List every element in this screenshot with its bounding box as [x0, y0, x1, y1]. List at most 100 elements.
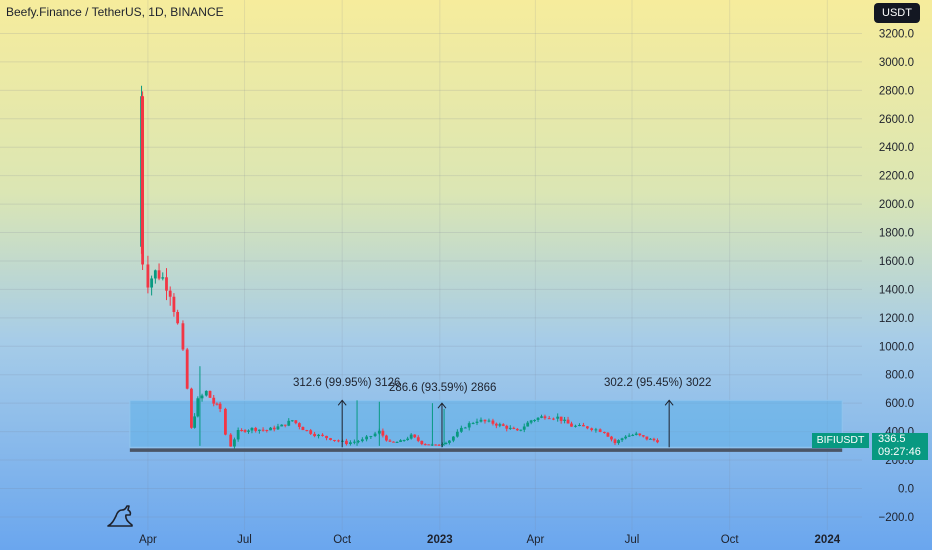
- candle-body: [224, 408, 227, 435]
- candle-body: [487, 420, 491, 422]
- x-tick-label: Jul: [237, 534, 252, 546]
- candle-body: [617, 440, 620, 444]
- candle-body: [498, 424, 502, 426]
- symbol-label: BIFIUSDT: [812, 433, 869, 448]
- candle-body: [265, 429, 269, 431]
- candle-body: [399, 440, 402, 442]
- candle-body: [392, 441, 395, 443]
- candle-body: [229, 434, 233, 447]
- candle-body: [349, 442, 352, 445]
- candle-body: [413, 434, 417, 438]
- candle-body: [313, 433, 316, 437]
- candle-body: [566, 419, 570, 424]
- measure-arrowhead: [664, 399, 674, 406]
- candle-body: [613, 439, 617, 444]
- candle-body: [337, 440, 340, 442]
- candle-body: [475, 421, 479, 424]
- candle-body: [471, 423, 475, 425]
- candle-body: [508, 427, 512, 429]
- candle-body: [150, 278, 154, 288]
- candle-body: [172, 296, 176, 312]
- candle-body: [594, 429, 598, 431]
- candle-body: [193, 416, 197, 428]
- candle-body: [552, 418, 555, 420]
- candle-body: [515, 428, 519, 431]
- candle-body: [200, 395, 204, 399]
- chart-title: Beefy.Finance / TetherUS, 1D, BINANCE: [6, 5, 224, 19]
- candle-body: [627, 435, 631, 437]
- candle-body: [287, 420, 291, 426]
- candle-body: [582, 424, 585, 427]
- candle-body: [479, 419, 483, 422]
- candle-body: [606, 432, 610, 437]
- x-axis[interactable]: Apr Jul Oct 2023 Apr Jul Oct 2024: [139, 534, 841, 546]
- candle-body: [165, 277, 168, 291]
- candle-body: [276, 426, 280, 430]
- candle-body: [641, 435, 645, 437]
- candle-body: [352, 441, 356, 443]
- tradingview-dino-icon[interactable]: [106, 504, 134, 528]
- candle-body: [321, 434, 324, 436]
- candle-body: [305, 430, 309, 432]
- candle-body: [250, 427, 254, 431]
- y-tick-label: 1000.0: [879, 341, 914, 353]
- y-tick-label: 800.0: [885, 370, 914, 382]
- candle-body: [168, 290, 172, 297]
- candle-body: [381, 430, 385, 436]
- candle-body: [547, 418, 551, 420]
- candle-body: [463, 427, 467, 429]
- candles: [140, 85, 659, 449]
- candle-body: [444, 442, 448, 445]
- candle-body: [356, 441, 360, 443]
- candle-body: [427, 444, 431, 446]
- candle-body: [388, 440, 392, 442]
- candle-body: [434, 444, 438, 446]
- candle-body: [257, 429, 261, 431]
- range-box: [129, 399, 843, 448]
- candle-body: [204, 390, 208, 396]
- candle-body: [570, 423, 573, 427]
- candle-body: [141, 96, 145, 265]
- candle-body: [196, 398, 200, 417]
- candle-body: [236, 430, 240, 440]
- candle-body: [240, 430, 243, 432]
- candle-body: [526, 422, 530, 427]
- candle-body: [536, 417, 540, 420]
- candle-body: [406, 438, 410, 441]
- y-tick-label: 2000.0: [879, 199, 914, 211]
- candle-body: [233, 439, 236, 447]
- candle-body: [543, 416, 547, 419]
- x-tick-label: Apr: [139, 534, 157, 546]
- y-tick-label: 600.0: [885, 398, 914, 410]
- candle-body: [574, 425, 577, 427]
- candle-body: [420, 440, 424, 445]
- candle-body: [329, 438, 332, 440]
- candle-body: [402, 440, 406, 442]
- currency-button[interactable]: USDT: [874, 3, 920, 23]
- candle-body: [634, 433, 638, 435]
- candle-body: [441, 444, 444, 446]
- range-box-layer: [129, 399, 843, 452]
- y-tick-label: 1600.0: [879, 256, 914, 268]
- candle-body: [176, 311, 180, 324]
- candle-body: [261, 429, 265, 431]
- y-axis[interactable]: −200.00.0200.0400.0600.0800.01000.01200.…: [879, 28, 915, 523]
- candle-body: [437, 444, 441, 446]
- candle-body: [598, 429, 602, 432]
- x-tick-label: 2024: [815, 534, 841, 546]
- x-tick-label: Oct: [721, 534, 740, 546]
- candle-body: [254, 427, 258, 431]
- candle-body: [280, 424, 284, 427]
- y-tick-label: 1400.0: [879, 284, 914, 296]
- candle-body: [373, 433, 377, 437]
- candle-body: [218, 403, 222, 409]
- y-tick-label: −200.0: [879, 512, 915, 524]
- candle-body: [519, 429, 523, 431]
- candle-body: [645, 436, 649, 440]
- candle-body: [294, 420, 298, 424]
- candle-body: [448, 440, 451, 443]
- candle-body: [247, 430, 250, 432]
- candle-countdown: 09:27:46: [878, 446, 921, 458]
